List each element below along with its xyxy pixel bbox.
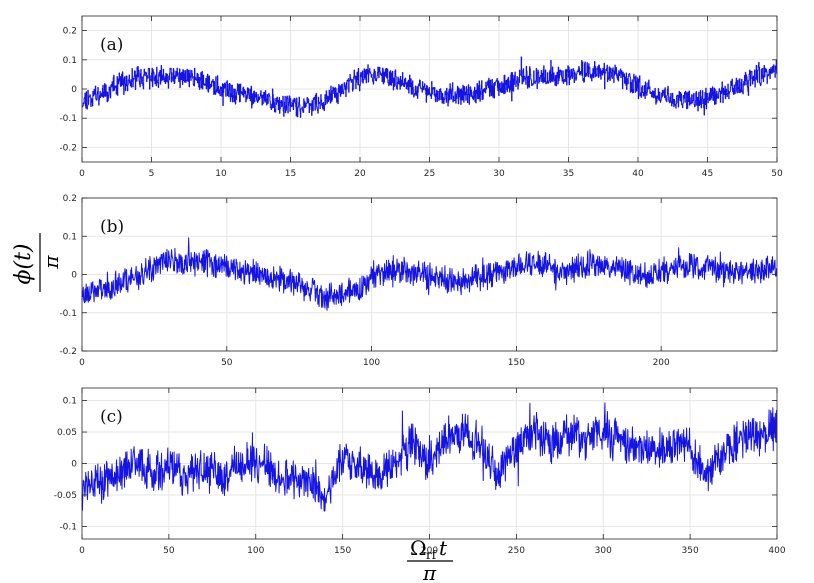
- x-tick-label: 300: [595, 546, 612, 556]
- x-tick-label: 40: [632, 169, 644, 179]
- panel-label: (c): [100, 407, 123, 427]
- panel-label: (b): [100, 217, 124, 237]
- panel-label: (a): [100, 35, 123, 55]
- panels: 0 5 10 15 20 25 30 35 40 45 50 -0.2 -0.1 0 0.1 0.2 (a) 0 5…: [54, 15, 786, 556]
- y-tick-label: -0.1: [59, 114, 77, 124]
- y-tick-label: -0.1: [59, 309, 77, 319]
- panel-a: 0 5 10 15 20 25 30 35 40 45 50 -0.2 -0.1 0 0.1 0.2 (a): [59, 15, 783, 179]
- x-axis-label-subscript: rf: [426, 548, 438, 562]
- x-tick-label: 100: [247, 546, 264, 556]
- x-tick-label: 200: [421, 546, 438, 556]
- y-tick-label: 0.1: [63, 397, 77, 407]
- x-tick-label: 150: [334, 546, 351, 556]
- x-axis-label-omega: Ω: [410, 536, 427, 560]
- x-tick-label: 0: [79, 358, 85, 368]
- y-tick-label: 0: [71, 271, 77, 281]
- y-tick-label: 0: [71, 85, 77, 95]
- x-axis-label-t: t: [439, 536, 448, 560]
- x-tick-label: 200: [653, 358, 670, 368]
- y-tick-label: 0: [71, 460, 77, 470]
- x-tick-label: 250: [508, 546, 525, 556]
- y-tick-label: 0.1: [63, 56, 77, 66]
- y-tick-label: 0.2: [63, 194, 77, 204]
- panel-c: 0 50 100 150 200 250 300 350 400 -0.1 -0.05 0 0.05 0.…: [54, 387, 786, 556]
- y-tick-label: 0.1: [63, 232, 77, 242]
- x-tick-label: 50: [771, 169, 783, 179]
- x-tick-label: 50: [221, 358, 233, 368]
- x-tick-label: 400: [768, 546, 785, 556]
- y-tick-label: -0.2: [59, 347, 77, 357]
- x-tick-label: 25: [424, 169, 435, 179]
- y-axis-label-numerator: ϕ(t): [11, 243, 36, 284]
- x-tick-label: 0: [79, 546, 85, 556]
- y-axis-label-denominator: π: [39, 255, 63, 270]
- x-tick-label: 5: [149, 169, 155, 179]
- x-tick-label: 45: [702, 169, 713, 179]
- series-line: [81, 402, 778, 512]
- y-tick-label: -0.05: [54, 491, 77, 501]
- series-line: [81, 56, 778, 118]
- x-tick-label: 0: [79, 169, 85, 179]
- x-tick-label: 15: [285, 169, 296, 179]
- y-axis-label: ϕ(t) π: [11, 233, 63, 292]
- x-tick-label: 100: [363, 358, 380, 368]
- x-tick-label: 30: [493, 169, 505, 179]
- series-line: [81, 237, 778, 311]
- y-tick-label: 0.05: [57, 428, 77, 438]
- y-tick-label: -0.2: [59, 143, 77, 153]
- x-tick-label: 35: [563, 169, 574, 179]
- x-tick-label: 50: [163, 546, 175, 556]
- x-tick-label: 150: [508, 358, 525, 368]
- panel-b: 0 50 100 150 200 -0.2 -0.1 0 0.1 0.2 (b): [59, 194, 778, 368]
- x-tick-label: 10: [215, 169, 227, 179]
- y-tick-label: 0.2: [63, 27, 77, 37]
- y-tick-label: -0.1: [59, 522, 77, 532]
- x-tick-label: 350: [682, 546, 699, 556]
- x-tick-label: 20: [354, 169, 366, 179]
- x-axis-label-denominator: π: [422, 561, 437, 583]
- x-axis-label: Ω rf t π: [407, 536, 453, 583]
